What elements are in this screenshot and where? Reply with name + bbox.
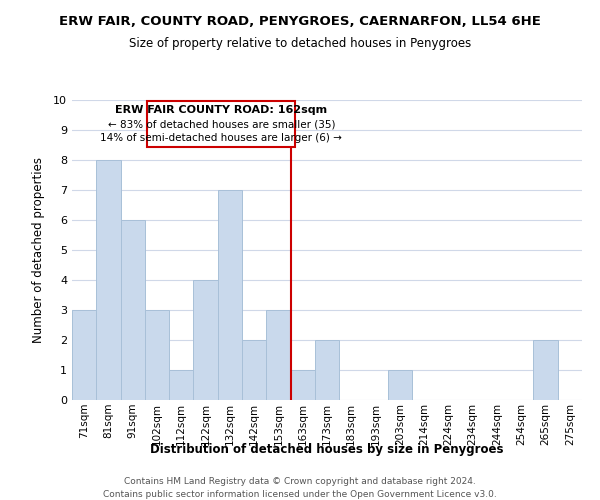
Text: Contains HM Land Registry data © Crown copyright and database right 2024.: Contains HM Land Registry data © Crown c… [124, 478, 476, 486]
Bar [121, 220, 145, 400]
Bar [290, 370, 315, 400]
Bar [72, 310, 96, 400]
Bar [193, 280, 218, 400]
Text: ERW FAIR, COUNTY ROAD, PENYGROES, CAERNARFON, LL54 6HE: ERW FAIR, COUNTY ROAD, PENYGROES, CAERNA… [59, 15, 541, 28]
Bar [388, 370, 412, 400]
Bar [315, 340, 339, 400]
Bar [218, 190, 242, 400]
FancyBboxPatch shape [147, 101, 295, 148]
Bar [242, 340, 266, 400]
Text: 14% of semi-detached houses are larger (6) →: 14% of semi-detached houses are larger (… [100, 134, 342, 143]
Text: Contains public sector information licensed under the Open Government Licence v3: Contains public sector information licen… [103, 490, 497, 499]
Bar [169, 370, 193, 400]
Bar [533, 340, 558, 400]
Bar [266, 310, 290, 400]
Bar [145, 310, 169, 400]
Text: Distribution of detached houses by size in Penygroes: Distribution of detached houses by size … [150, 442, 504, 456]
Text: ← 83% of detached houses are smaller (35): ← 83% of detached houses are smaller (35… [107, 120, 335, 130]
Text: Size of property relative to detached houses in Penygroes: Size of property relative to detached ho… [129, 38, 471, 51]
Y-axis label: Number of detached properties: Number of detached properties [32, 157, 45, 343]
Bar [96, 160, 121, 400]
Text: ERW FAIR COUNTY ROAD: 162sqm: ERW FAIR COUNTY ROAD: 162sqm [115, 106, 328, 116]
